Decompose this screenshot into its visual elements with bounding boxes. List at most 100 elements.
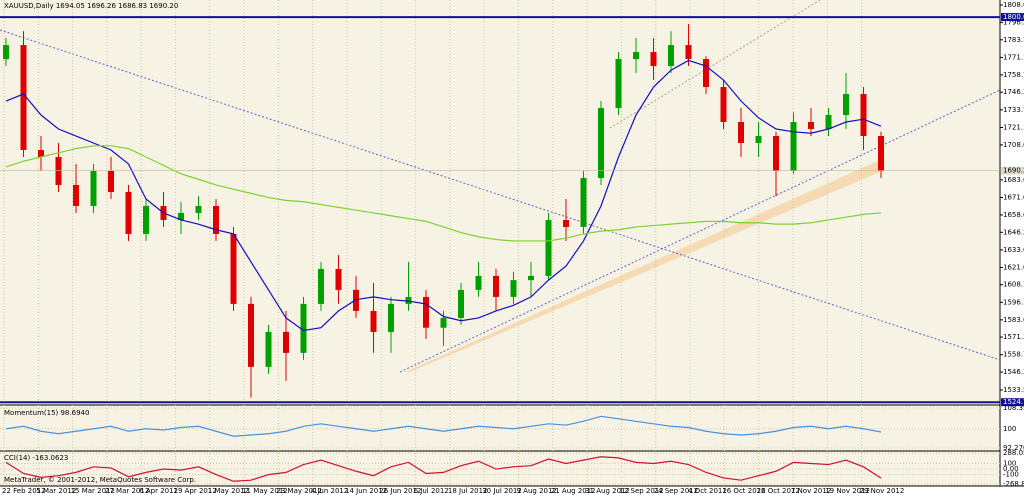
x-tick-label: 19 Apr 2012: [174, 487, 217, 495]
candle-body: [335, 268, 342, 290]
y-tick-label: 1771.15: [1003, 53, 1024, 61]
candle-body: [685, 45, 692, 60]
y-tick-label: 1583.60: [1003, 316, 1024, 324]
candle-body: [860, 94, 867, 137]
candle-body: [248, 303, 254, 367]
candle-body: [580, 177, 587, 227]
y-tick-label: 1683.65: [1003, 176, 1024, 184]
candle-body: [90, 170, 97, 206]
x-tick-label: 27 Mar 2012: [105, 487, 149, 495]
indicator-line: [5, 415, 882, 437]
candle-body: [388, 303, 394, 332]
indicator-line: [5, 456, 882, 482]
y-tick-label: 288.0544: [1003, 449, 1024, 457]
y-tick-label: 1671.05: [1003, 194, 1024, 202]
y-tick-label: 1608.75: [1003, 281, 1024, 289]
y-tick-label: 100: [1003, 425, 1016, 433]
y-tick-label: 1746.30: [1003, 88, 1024, 96]
candle-body: [668, 45, 674, 67]
candle-body: [843, 94, 849, 116]
candle-body: [405, 296, 412, 304]
candle-body: [73, 184, 79, 206]
y-tick-label: 92.2705: [1003, 444, 1024, 452]
axis-strip: [1000, 0, 1024, 495]
candle-body: [528, 275, 534, 281]
candle-body: [720, 87, 727, 123]
y-tick-label: 1783.75: [1003, 36, 1024, 44]
x-tick-label: 4 Oct 2012: [688, 487, 727, 495]
trendline: [609, 0, 821, 129]
candle-body: [493, 275, 499, 297]
trendline: [0, 29, 1001, 361]
x-tick-label: 31 Aug 2012: [585, 487, 630, 495]
candle-body: [178, 212, 184, 220]
x-tick-label: 11 May 2012: [242, 487, 288, 495]
candle-body: [563, 219, 569, 227]
moving-average: [5, 145, 882, 242]
y-tick-label: -268.8223: [1003, 480, 1024, 488]
candle-body: [108, 170, 114, 192]
y-tick-label: 1646.20: [1003, 228, 1024, 236]
candle-body: [475, 275, 482, 290]
y-tick-label: 1571.30: [1003, 333, 1024, 341]
plot-background: [0, 0, 1000, 486]
y-tick-label: -100: [1003, 471, 1019, 479]
level-tag: [1001, 398, 1024, 407]
candle-body: [703, 59, 709, 88]
candle-body: [265, 331, 272, 367]
x-tick-label: 26 Oct 2012: [757, 487, 800, 495]
candle-body: [38, 149, 44, 157]
y-tick-label: 1721.10: [1003, 123, 1024, 131]
x-tick-label: 22 Feb 2012: [2, 487, 46, 495]
price-tag: [1001, 166, 1024, 175]
candle-body: [598, 108, 604, 178]
x-tick-label: 26 Jun 2012: [379, 487, 421, 495]
candle-body: [423, 296, 429, 328]
candle-body: [878, 136, 884, 171]
trendline: [399, 89, 1001, 373]
y-tick-label: 1533.50: [1003, 386, 1024, 394]
y-tick-label: 1558.70: [1003, 351, 1024, 359]
x-tick-label: 6 Apr 2012: [139, 487, 178, 495]
y-tick-label: 1596.15: [1003, 298, 1024, 306]
y-tick-label: 1796.20: [1003, 18, 1024, 26]
candle-body: [650, 52, 657, 67]
candle-body: [20, 45, 27, 150]
x-tick-label: 21 Aug 2012: [551, 487, 596, 495]
x-tick-label: 29 Nov 2012: [860, 487, 905, 495]
candle-body: [300, 303, 307, 353]
y-tick-label: 1758.70: [1003, 71, 1024, 79]
y-tick-label: 1808.65: [1003, 1, 1024, 9]
y-tick-label: 1621.05: [1003, 263, 1024, 271]
candle-body: [318, 268, 324, 304]
indicator-title: Momentum(15) 98.6940: [4, 409, 89, 417]
y-tick-label: 1633.60: [1003, 246, 1024, 254]
candle-body: [545, 219, 552, 276]
y-tick-label: 1546.30: [1003, 368, 1024, 376]
x-tick-label: 23 May 2012: [276, 487, 322, 495]
y-tick-label: 100: [1003, 459, 1016, 467]
candle-body: [230, 233, 237, 304]
candle-body: [510, 280, 517, 297]
candle-body: [825, 115, 832, 130]
candle-body: [615, 59, 622, 109]
y-tick-label: 0.00: [1003, 465, 1019, 473]
candle-body: [3, 45, 9, 60]
candle-body: [440, 317, 447, 328]
x-tick-label: 15 Mar 2012: [71, 487, 115, 495]
x-tick-label: 5 Mar 2012: [36, 487, 76, 495]
current-price-label: 1690.20: [1003, 167, 1024, 175]
candle-body: [808, 122, 814, 130]
moving-average: [5, 59, 882, 332]
x-tick-label: 7 Nov 2012: [791, 487, 831, 495]
footer: MetaTrader, © 2001-2012, MetaQuotes Soft…: [4, 476, 196, 484]
x-tick-label: 16 Oct 2012: [722, 487, 765, 495]
candle-body: [143, 205, 149, 234]
x-tick-label: 1 May 2012: [208, 487, 249, 495]
candle-body: [458, 289, 464, 318]
level-tag: [1001, 13, 1024, 22]
x-tick-label: 4 Jun 2012: [311, 487, 349, 495]
channel: [405, 160, 880, 372]
chart-title: XAUUSD,Daily 1694.05 1696.26 1686.83 169…: [4, 2, 178, 10]
x-tick-label: 19 Nov 2012: [825, 487, 870, 495]
